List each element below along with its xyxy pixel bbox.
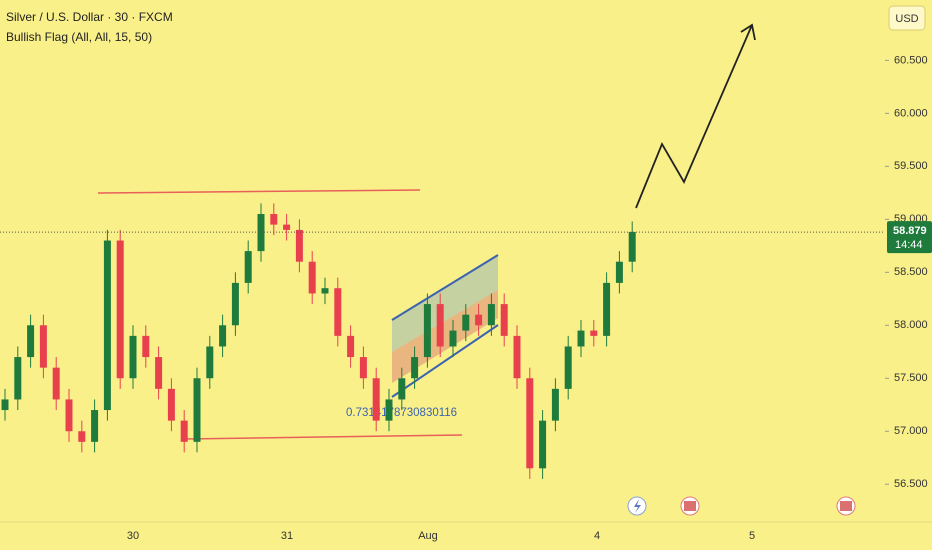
y-tick-label: 58.500 (894, 266, 928, 278)
candle-body (449, 330, 457, 347)
x-tick-label: Aug (418, 530, 438, 542)
flag (684, 501, 696, 511)
arrow-head (740, 23, 756, 41)
candle-body (359, 357, 367, 379)
candle-body (436, 304, 444, 347)
candle-body (1, 399, 9, 411)
candle-body (39, 325, 47, 368)
candle-body (603, 282, 611, 336)
candle-body (231, 282, 239, 326)
candle-body (423, 304, 431, 358)
candle-body (385, 399, 393, 421)
candle-body (167, 388, 175, 421)
candle-body (372, 378, 380, 421)
y-tick-label: 60.000 (894, 107, 928, 119)
y-tick-label: 59.500 (894, 160, 928, 172)
candle-body (462, 314, 470, 331)
chart-subtitle: Bullish Flag (All, All, 15, 50) (6, 30, 152, 44)
x-tick-label: 30 (127, 530, 139, 542)
candle-body (513, 335, 521, 379)
candle-body (270, 214, 278, 225)
candle-body (103, 240, 111, 411)
candle-body (475, 314, 483, 326)
candle-body (347, 335, 355, 358)
candle-body (487, 304, 495, 326)
x-tick-label: 5 (749, 530, 755, 542)
x-tick-label: 31 (281, 530, 293, 542)
flag-bottom (391, 324, 499, 398)
candle-body (78, 431, 86, 442)
currency-button[interactable] (888, 5, 926, 31)
currency-label[interactable]: USD (895, 13, 918, 25)
candle-body (628, 232, 636, 262)
flag (840, 501, 852, 511)
candle-body (219, 325, 227, 347)
candle-body (398, 378, 406, 400)
support-line (185, 434, 463, 440)
candle-body (308, 261, 316, 294)
candle-body (129, 335, 137, 379)
candle-body (577, 330, 585, 347)
flag-top (391, 254, 499, 321)
flag-lower (392, 290, 498, 383)
candle-body (564, 346, 572, 389)
candle-body (14, 357, 22, 400)
current-price-label: 58.879 (893, 225, 927, 237)
price-badge (887, 221, 932, 254)
candle-body (206, 346, 214, 379)
countdown: 14:44 (895, 239, 923, 251)
candle-body (155, 357, 163, 389)
lightning (634, 499, 641, 513)
candle-body (590, 330, 598, 336)
candle-body (91, 410, 99, 442)
candle-body (500, 304, 508, 336)
candle-body (244, 251, 252, 283)
chart-title: Silver / U.S. Dollar · 30 · FXCM (6, 10, 173, 24)
candle-body (295, 229, 303, 262)
candle-body (334, 288, 342, 336)
candle-body (193, 378, 201, 442)
candle-body (615, 261, 623, 283)
candle-body (180, 420, 188, 442)
candle-body (116, 240, 124, 379)
candle-body (65, 399, 73, 432)
candle-body (411, 357, 419, 379)
y-tick-label: 57.000 (894, 425, 928, 437)
y-tick-label: 58.000 (894, 319, 928, 331)
candle-body (321, 288, 329, 294)
y-tick-label: 56.500 (894, 478, 928, 490)
candle-body (551, 388, 559, 421)
y-tick-label: 60.500 (894, 54, 928, 66)
resistance-line (97, 189, 421, 194)
candle-body (52, 367, 60, 400)
candle-body (283, 224, 291, 230)
candle-body (526, 378, 534, 469)
y-tick-label: 57.500 (894, 372, 928, 384)
projection-arrow (635, 24, 753, 209)
candle-body (539, 420, 547, 469)
x-tick-label: 4 (594, 530, 600, 542)
candle-body (27, 325, 35, 358)
candle-body (142, 335, 150, 358)
